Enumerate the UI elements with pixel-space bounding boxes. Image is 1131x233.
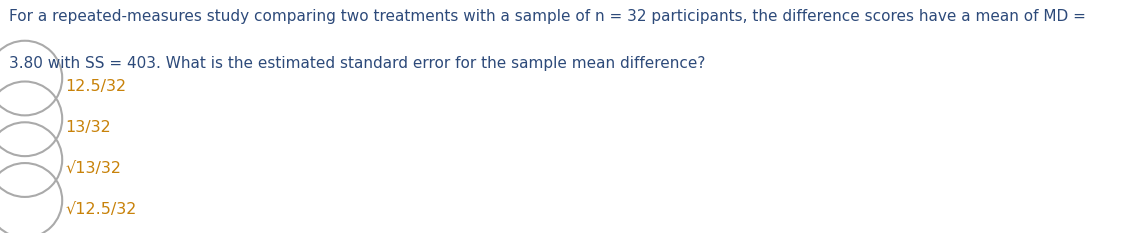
Text: √12.5/32: √12.5/32	[66, 202, 137, 217]
Text: √13/32: √13/32	[66, 161, 122, 176]
Text: 13/32: 13/32	[66, 120, 111, 135]
Text: For a repeated-measures study comparing two treatments with a sample of n = 32 p: For a repeated-measures study comparing …	[9, 9, 1086, 24]
Text: 12.5/32: 12.5/32	[66, 79, 127, 94]
Text: 3.80 with SS = 403. What is the estimated standard error for the sample mean dif: 3.80 with SS = 403. What is the estimate…	[9, 56, 706, 71]
